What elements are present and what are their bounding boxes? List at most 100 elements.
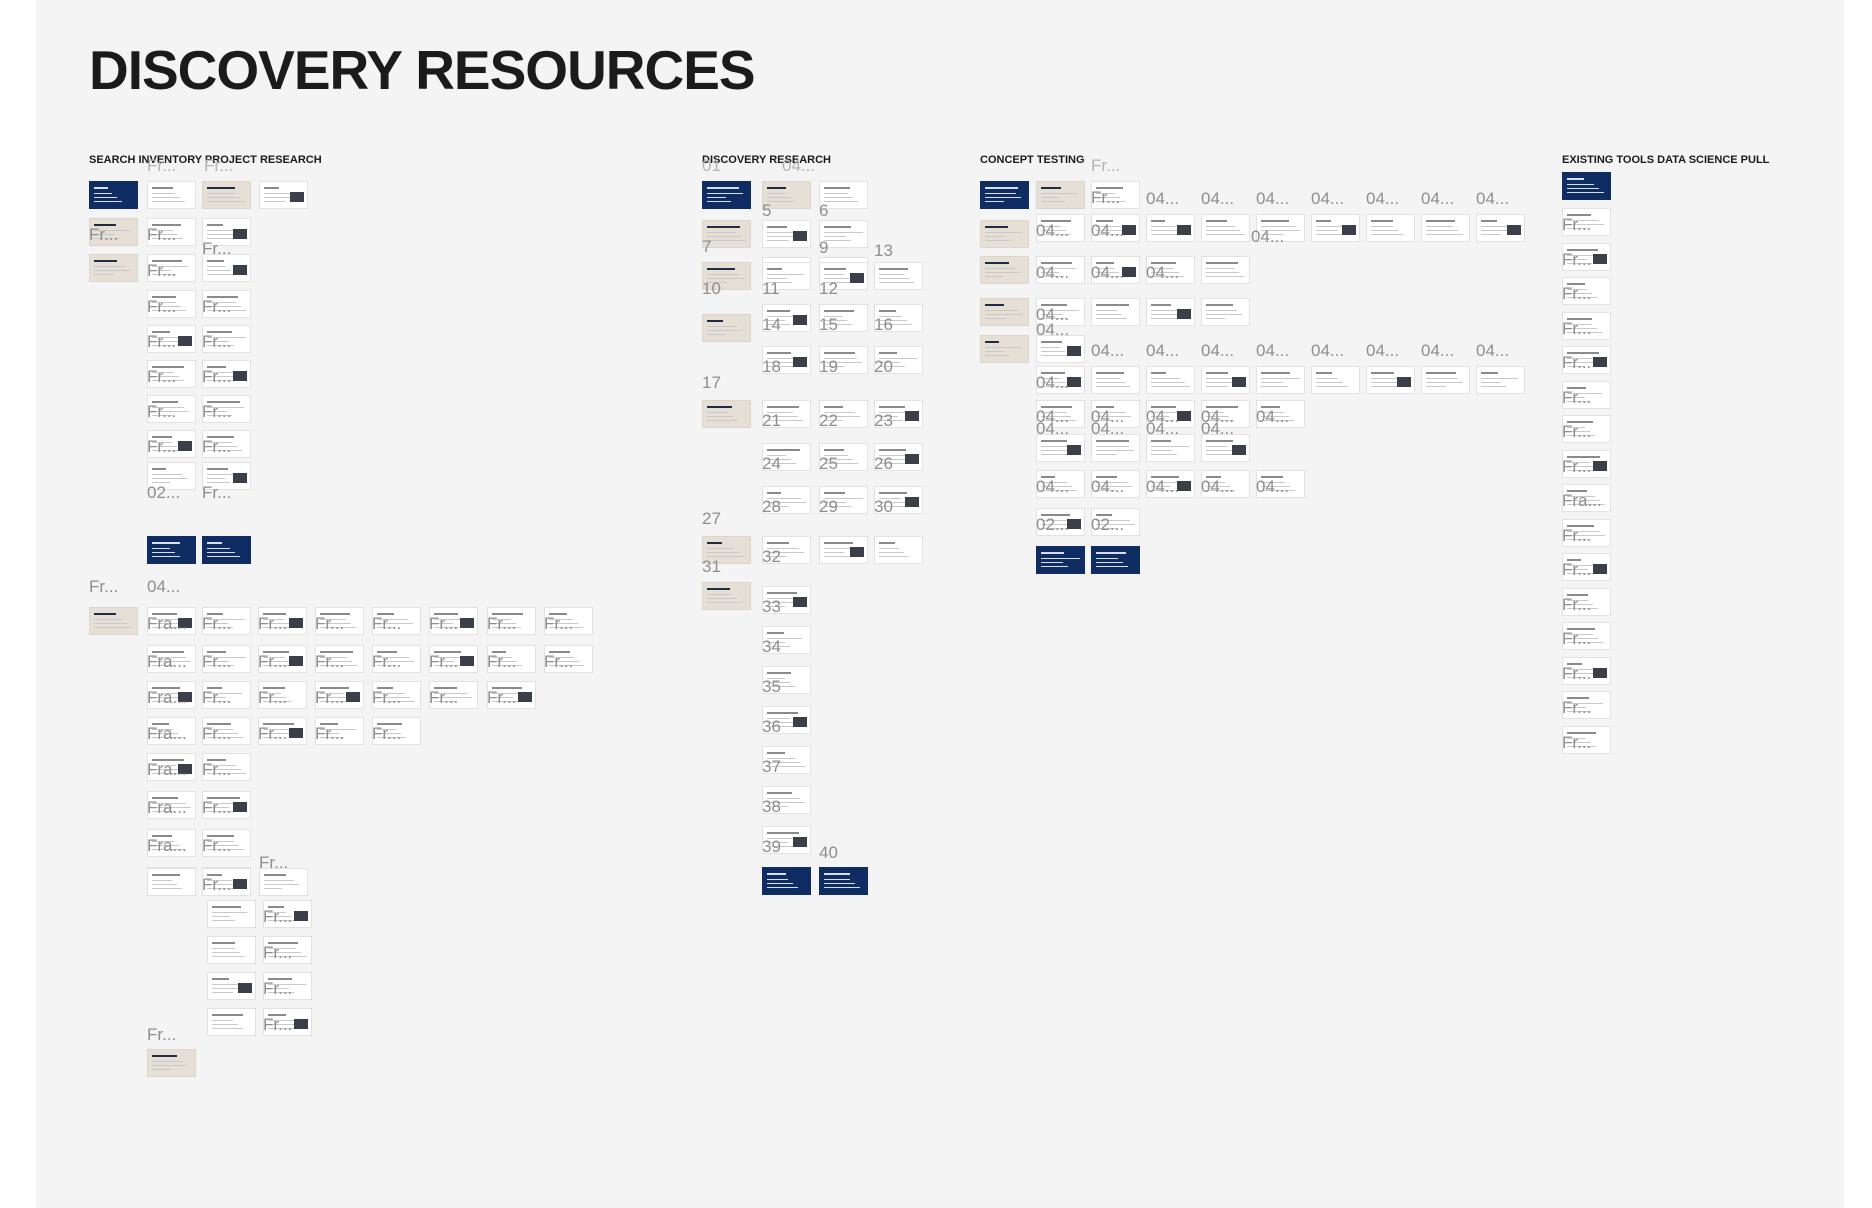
slide-thumbnail[interactable] xyxy=(1201,214,1250,242)
slide-thumbnail[interactable] xyxy=(147,645,196,673)
slide-thumbnail[interactable] xyxy=(259,181,308,209)
slide-thumbnail[interactable] xyxy=(89,218,138,246)
slide-thumbnail[interactable] xyxy=(207,1008,256,1036)
slide-thumbnail[interactable] xyxy=(1562,587,1611,616)
slide-thumbnail[interactable] xyxy=(147,607,196,635)
slide-thumbnail[interactable] xyxy=(1091,298,1140,326)
slide-thumbnail[interactable] xyxy=(263,972,312,1000)
slide-thumbnail[interactable] xyxy=(315,607,364,635)
slide-thumbnail[interactable] xyxy=(762,746,811,774)
slide-thumbnail[interactable] xyxy=(1091,470,1140,498)
slide-thumbnail[interactable] xyxy=(1562,518,1611,547)
slide-thumbnail[interactable] xyxy=(202,360,251,388)
slide-thumbnail[interactable] xyxy=(263,936,312,964)
slide-thumbnail[interactable] xyxy=(1256,400,1305,428)
slide-thumbnail[interactable] xyxy=(372,645,421,673)
slide-thumbnail[interactable] xyxy=(207,936,256,964)
slide-thumbnail[interactable] xyxy=(1562,208,1611,236)
slide-thumbnail[interactable] xyxy=(147,325,196,353)
slide-thumbnail[interactable] xyxy=(258,717,307,745)
slide-thumbnail[interactable] xyxy=(429,681,478,709)
slide-thumbnail[interactable] xyxy=(1091,256,1140,284)
slide-thumbnail[interactable] xyxy=(819,262,868,290)
slide-thumbnail[interactable] xyxy=(1476,366,1525,394)
slide-thumbnail[interactable] xyxy=(147,430,196,458)
slide-thumbnail[interactable] xyxy=(1036,181,1085,209)
slide-thumbnail[interactable] xyxy=(874,536,923,564)
slide-thumbnail[interactable] xyxy=(874,262,923,290)
slide-thumbnail[interactable] xyxy=(762,666,811,694)
slide-thumbnail[interactable] xyxy=(819,867,868,895)
slide-thumbnail[interactable] xyxy=(1091,400,1140,428)
slide-thumbnail[interactable] xyxy=(1562,622,1611,650)
slide-thumbnail[interactable] xyxy=(1091,508,1140,536)
slide-thumbnail[interactable] xyxy=(1562,380,1611,409)
slide-thumbnail[interactable] xyxy=(1201,434,1250,462)
slide-thumbnail[interactable] xyxy=(980,256,1029,284)
slide-thumbnail[interactable] xyxy=(202,325,251,353)
slide-thumbnail[interactable] xyxy=(1201,256,1250,284)
slide-thumbnail[interactable] xyxy=(202,430,251,458)
slide-thumbnail[interactable] xyxy=(372,717,421,745)
slide-thumbnail[interactable] xyxy=(1036,400,1085,428)
slide-thumbnail[interactable] xyxy=(89,607,138,635)
slide-thumbnail[interactable] xyxy=(702,181,751,209)
slide-thumbnail[interactable] xyxy=(819,486,868,514)
slide-thumbnail[interactable] xyxy=(874,304,923,332)
slide-thumbnail[interactable] xyxy=(762,220,811,248)
slide-thumbnail[interactable] xyxy=(429,607,478,635)
slide-thumbnail[interactable] xyxy=(1562,311,1611,340)
slide-thumbnail[interactable] xyxy=(762,786,811,814)
slide-thumbnail[interactable] xyxy=(1562,242,1611,271)
slide-thumbnail[interactable] xyxy=(147,868,196,896)
slide-thumbnail[interactable] xyxy=(202,753,251,781)
slide-thumbnail[interactable] xyxy=(1421,366,1470,394)
slide-thumbnail[interactable] xyxy=(544,607,593,635)
slide-thumbnail[interactable] xyxy=(1562,484,1611,512)
slide-thumbnail[interactable] xyxy=(544,645,593,673)
slide-thumbnail[interactable] xyxy=(259,868,308,896)
slide-thumbnail[interactable] xyxy=(147,218,196,246)
slide-thumbnail[interactable] xyxy=(207,972,256,1000)
slide-thumbnail[interactable] xyxy=(147,181,196,209)
slide-thumbnail[interactable] xyxy=(147,395,196,423)
slide-thumbnail[interactable] xyxy=(202,645,251,673)
slide-thumbnail[interactable] xyxy=(1421,214,1470,242)
slide-thumbnail[interactable] xyxy=(1146,366,1195,394)
slide-thumbnail[interactable] xyxy=(819,346,868,374)
slide-thumbnail[interactable] xyxy=(202,717,251,745)
slide-thumbnail[interactable] xyxy=(762,706,811,734)
slide-thumbnail[interactable] xyxy=(1146,298,1195,326)
slide-thumbnail[interactable] xyxy=(1562,346,1611,374)
slide-thumbnail[interactable] xyxy=(762,181,811,209)
slide-thumbnail[interactable] xyxy=(1091,546,1140,574)
slide-thumbnail[interactable] xyxy=(89,181,138,209)
slide-thumbnail[interactable] xyxy=(487,607,536,635)
slide-thumbnail[interactable] xyxy=(702,536,751,564)
slide-thumbnail[interactable] xyxy=(1256,470,1305,498)
slide-thumbnail[interactable] xyxy=(762,586,811,614)
slide-thumbnail[interactable] xyxy=(1036,546,1085,574)
slide-thumbnail[interactable] xyxy=(1562,691,1611,719)
slide-thumbnail[interactable] xyxy=(487,645,536,673)
slide-thumbnail[interactable] xyxy=(1091,366,1140,394)
slide-thumbnail[interactable] xyxy=(762,400,811,428)
slide-thumbnail[interactable] xyxy=(1256,214,1305,242)
slide-thumbnail[interactable] xyxy=(202,254,251,282)
slide-thumbnail[interactable] xyxy=(980,181,1029,209)
slide-thumbnail[interactable] xyxy=(1562,277,1611,305)
slide-thumbnail[interactable] xyxy=(147,462,196,490)
slide-thumbnail[interactable] xyxy=(1476,214,1525,242)
slide-thumbnail[interactable] xyxy=(762,346,811,374)
slide-thumbnail[interactable] xyxy=(147,753,196,781)
slide-thumbnail[interactable] xyxy=(762,867,811,895)
slide-thumbnail[interactable] xyxy=(819,304,868,332)
slide-thumbnail[interactable] xyxy=(487,681,536,709)
slide-thumbnail[interactable] xyxy=(1256,366,1305,394)
slide-thumbnail[interactable] xyxy=(1146,434,1195,462)
slide-thumbnail[interactable] xyxy=(762,536,811,564)
slide-thumbnail[interactable] xyxy=(263,900,312,928)
slide-thumbnail[interactable] xyxy=(1036,298,1085,326)
slide-thumbnail[interactable] xyxy=(762,826,811,854)
slide-thumbnail[interactable] xyxy=(874,346,923,374)
